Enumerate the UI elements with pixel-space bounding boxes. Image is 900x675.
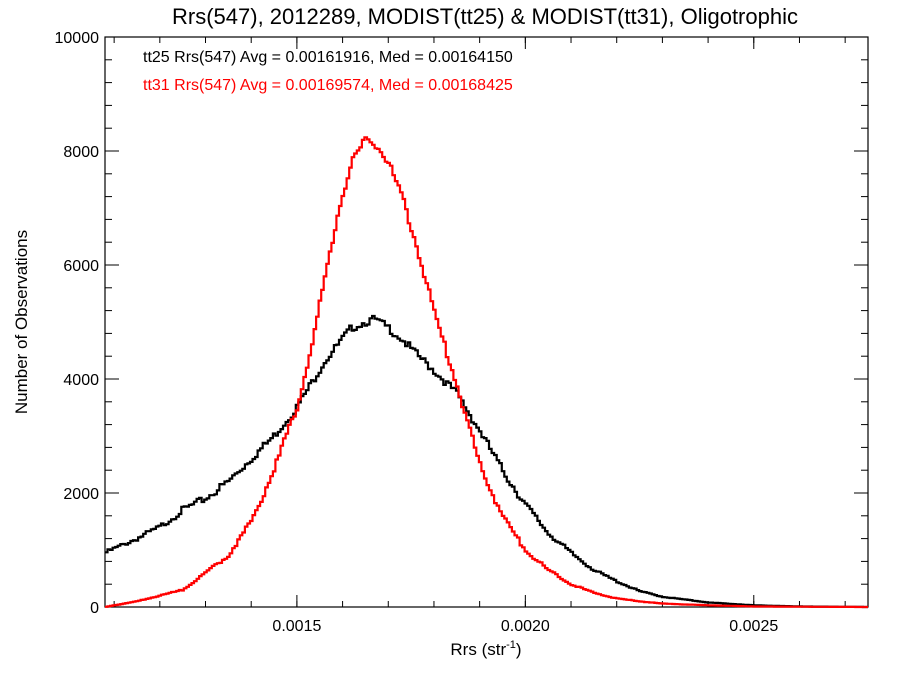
y-tick-label: 6000 bbox=[63, 258, 99, 275]
series-line-1 bbox=[105, 136, 868, 609]
x-tick-label: 0.0015 bbox=[272, 618, 321, 635]
x-tick-label: 0.0025 bbox=[729, 618, 778, 635]
series-line-0 bbox=[105, 314, 868, 609]
plot-frame bbox=[104, 36, 869, 608]
y-tick-label: 4000 bbox=[63, 372, 99, 389]
annotation-tt25: tt25 Rrs(547) Avg = 0.00161916, Med = 0.… bbox=[143, 49, 513, 66]
x-axis-label-sup: -1 bbox=[506, 639, 516, 651]
stats-annotations: tt25 Rrs(547) Avg = 0.00161916, Med = 0.… bbox=[143, 49, 513, 94]
x-axis-label: Rrs (str-1) bbox=[450, 639, 521, 659]
x-tick-label: 0.0020 bbox=[501, 618, 550, 635]
data-series bbox=[105, 136, 868, 609]
chart-title: Rrs(547), 2012289, MODIST(tt25) & MODIST… bbox=[172, 4, 798, 29]
y-tick-label: 2000 bbox=[63, 486, 99, 503]
annotation-tt31: tt31 Rrs(547) Avg = 0.00169574, Med = 0.… bbox=[143, 77, 513, 94]
x-axis-label-main: Rrs (str bbox=[450, 640, 506, 659]
y-axis-label: Number of Observations bbox=[12, 230, 31, 414]
x-axis-label-close: ) bbox=[516, 640, 522, 659]
axis-ticks bbox=[105, 36, 868, 608]
axis-tick-labels: 0.0015 0.0020 0.0025 0 2000 4000 6000 8000 10000 bbox=[55, 30, 779, 635]
y-tick-label: 8000 bbox=[63, 144, 99, 161]
y-tick-label: 10000 bbox=[55, 30, 100, 47]
y-tick-label: 0 bbox=[90, 600, 99, 617]
